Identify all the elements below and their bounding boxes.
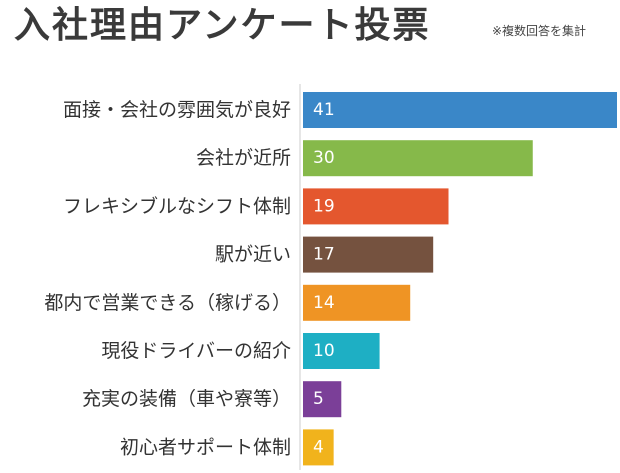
category-label-6: 充実の装備（車や寮等）: [82, 388, 291, 410]
category-label-5: 現役ドライバーの紹介: [101, 340, 291, 362]
value-label-3: 17: [313, 245, 335, 265]
value-label-1: 30: [313, 148, 335, 168]
category-label-0: 面接・会社の雰囲気が良好: [63, 99, 291, 121]
value-label-7: 4: [313, 437, 324, 457]
category-label-2: フレキシブルなシフト体制: [63, 194, 291, 217]
value-label-0: 41: [313, 100, 335, 120]
category-label-7: 初心者サポート体制: [120, 436, 291, 458]
value-label-4: 14: [313, 293, 335, 313]
value-label-5: 10: [313, 341, 335, 361]
category-label-1: 会社が近所: [196, 147, 291, 169]
page-title: 入社理由アンケート投票: [14, 5, 431, 46]
category-label-3: 駅が近い: [215, 244, 291, 266]
value-label-6: 5: [313, 389, 324, 409]
bar-5: [303, 333, 380, 369]
bar-6: [303, 381, 342, 418]
category-label-4: 都内で営業できる（稼げる）: [44, 292, 291, 314]
survey-note: ※複数回答を集計: [492, 24, 587, 38]
bar-1: [303, 140, 533, 177]
bar-4: [303, 284, 411, 321]
bar-7: [303, 429, 334, 466]
bar-3: [303, 236, 434, 273]
value-label-2: 19: [313, 196, 335, 216]
bar-0: [303, 92, 617, 128]
bar-2: [303, 188, 449, 225]
